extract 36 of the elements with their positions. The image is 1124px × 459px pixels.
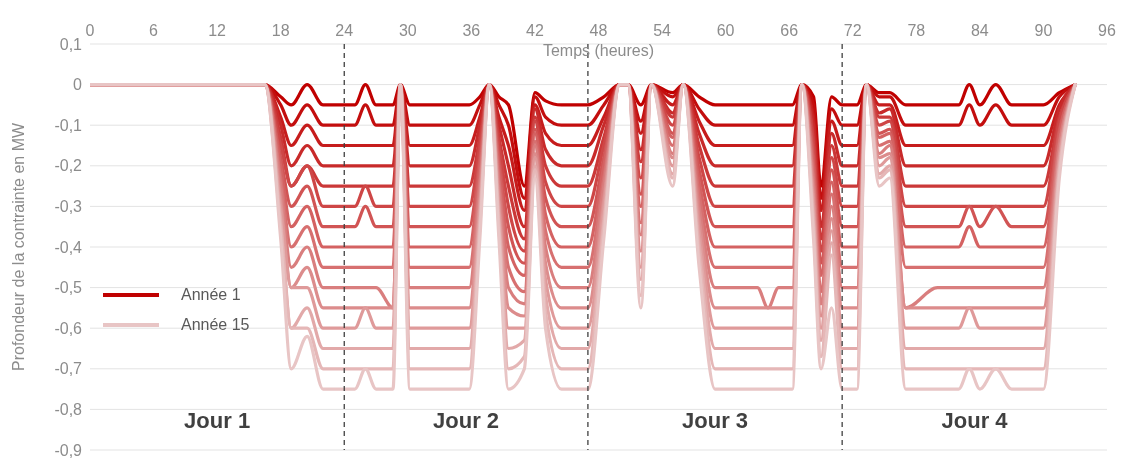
annotation: Jour 4 [940,408,1009,434]
x-tick-label: 66 [780,22,799,39]
y-tick-label: -0,3 [54,198,83,216]
y-tick-label: -0,4 [54,238,83,256]
x-tick-label: 6 [149,22,159,39]
y-axis-title: Profondeur de la contrainte en MW [10,121,28,374]
x-tick-label: 24 [335,22,354,39]
x-tick-label: 78 [907,22,926,39]
legend-label: Année 15 [181,316,250,334]
y-tick-label: 0,1 [59,35,83,53]
y-tick-label: -0,5 [54,279,83,297]
x-tick-label: 54 [653,22,672,39]
x-tick-label: 42 [526,22,544,39]
x-tick-label: 48 [589,22,608,39]
x-tick-label: 60 [716,22,735,39]
x-tick-label: 12 [208,22,227,39]
x-tick-label: 36 [462,22,481,39]
y-tick-label: -0,2 [54,157,83,175]
x-axis-title: Temps (heures) [542,42,655,59]
x-tick-label: 90 [1034,22,1053,39]
y-tick-label: -0,6 [54,319,83,337]
legend-label: Année 1 [181,286,241,304]
y-tick-label: 0 [73,76,83,94]
annotation: Jour 3 [681,408,750,434]
y-tick-label: -0,9 [54,441,83,459]
y-tick-label: -0,7 [54,360,83,378]
annotation: Jour 2 [432,408,501,434]
annotation: Jour 1 [183,408,252,434]
x-tick-label: 84 [970,22,989,39]
x-tick-label: 18 [271,22,290,39]
x-tick-label: 72 [843,22,862,39]
y-tick-label: -0,8 [54,401,83,419]
x-tick-label: 96 [1098,22,1116,39]
x-tick-label: 30 [398,22,417,39]
y-tick-label: -0,1 [54,116,83,134]
x-tick-label: 0 [85,22,95,39]
